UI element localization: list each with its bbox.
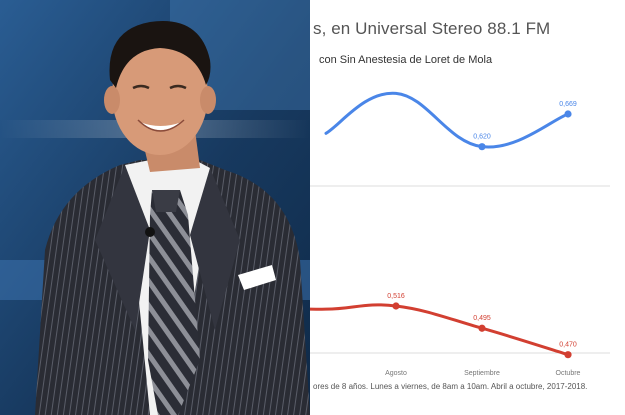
series-line xyxy=(310,303,570,357)
data-label: 0,620 xyxy=(473,134,491,141)
data-label: 0,516 xyxy=(387,293,405,300)
chart-panel: s, en Universal Stereo 88.1 FM con Sin A… xyxy=(310,0,625,415)
data-label: 0,669 xyxy=(559,101,577,108)
top-line-chart: 0,620 0,669 xyxy=(324,91,577,151)
x-tick-label: Septiembre xyxy=(464,370,500,377)
line-charts: 0,620 0,669 0,516 0,495 0,470 Agosto Septiemb… xyxy=(310,91,610,377)
data-point xyxy=(564,351,572,359)
data-label: 0,495 xyxy=(473,315,491,322)
man-in-suit-photo xyxy=(0,0,310,415)
data-point xyxy=(478,143,486,151)
data-point xyxy=(392,302,400,310)
portrait-illustration xyxy=(0,0,310,415)
chart-title: s, en Universal Stereo 88.1 FM xyxy=(313,19,551,38)
chart-subtitle: con Sin Anestesia de Loret de Mola xyxy=(319,54,493,66)
x-tick-label: Agosto xyxy=(385,370,407,377)
chart-footnote: ores de 8 años. Lunes a viernes, de 8am … xyxy=(313,382,588,391)
data-label: 0,470 xyxy=(559,342,577,349)
data-point xyxy=(564,110,572,118)
series-line xyxy=(324,91,570,149)
bottom-line-chart: 0,516 0,495 0,470 Agosto Septiembre Octubre xyxy=(310,293,581,377)
data-point xyxy=(478,324,486,332)
x-tick-label: Octubre xyxy=(556,370,581,377)
